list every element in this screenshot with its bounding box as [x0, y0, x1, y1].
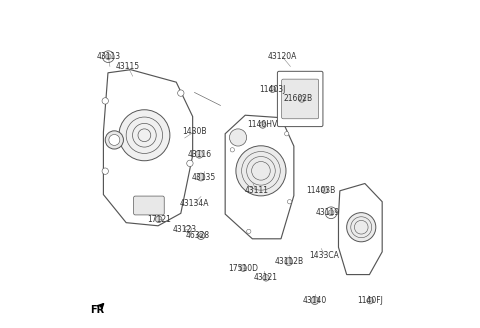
Circle shape [288, 199, 292, 204]
Text: 11403B: 11403B [307, 186, 336, 195]
Circle shape [325, 207, 337, 219]
Text: 1430B: 1430B [182, 127, 207, 136]
Text: 17121: 17121 [147, 215, 170, 224]
Circle shape [299, 96, 305, 102]
Text: 43121: 43121 [254, 273, 278, 282]
Text: 43111: 43111 [244, 186, 268, 195]
Circle shape [199, 234, 203, 237]
Circle shape [105, 131, 123, 149]
Circle shape [328, 210, 334, 216]
Circle shape [197, 173, 205, 181]
Circle shape [102, 98, 108, 104]
Circle shape [102, 51, 114, 63]
Circle shape [240, 265, 247, 271]
Circle shape [321, 187, 328, 193]
Circle shape [119, 110, 170, 161]
PathPatch shape [103, 70, 192, 226]
Text: 46328: 46328 [186, 231, 210, 240]
Text: 17510D: 17510D [228, 264, 258, 273]
Circle shape [109, 134, 120, 145]
Circle shape [260, 122, 266, 128]
FancyBboxPatch shape [282, 79, 319, 119]
Text: 1140FJ: 1140FJ [357, 296, 383, 305]
Circle shape [263, 275, 269, 281]
Circle shape [105, 54, 111, 60]
Text: 1140HV: 1140HV [248, 120, 278, 130]
Text: 43135: 43135 [192, 173, 216, 181]
PathPatch shape [225, 115, 294, 239]
Circle shape [367, 297, 373, 304]
Text: FR: FR [90, 305, 105, 315]
Text: 21602B: 21602B [284, 94, 313, 103]
Circle shape [247, 229, 251, 234]
Circle shape [347, 213, 376, 242]
Text: 43116: 43116 [187, 150, 211, 159]
Text: 43119: 43119 [316, 208, 340, 217]
Circle shape [230, 148, 234, 152]
Text: 43134A: 43134A [180, 198, 209, 208]
PathPatch shape [338, 183, 382, 275]
Text: 43112B: 43112B [274, 257, 303, 266]
Circle shape [236, 146, 286, 196]
FancyBboxPatch shape [277, 71, 323, 127]
Circle shape [185, 226, 191, 232]
Circle shape [311, 297, 319, 304]
Text: 43115: 43115 [116, 62, 140, 71]
Circle shape [102, 168, 108, 174]
Circle shape [285, 258, 293, 265]
Text: 43120A: 43120A [267, 52, 297, 61]
Circle shape [197, 232, 205, 239]
Text: 43123: 43123 [173, 225, 197, 234]
Circle shape [269, 86, 276, 92]
Circle shape [187, 160, 193, 167]
Circle shape [195, 150, 203, 158]
FancyBboxPatch shape [133, 196, 164, 215]
Circle shape [229, 129, 247, 146]
Text: 11403J: 11403J [259, 85, 286, 94]
Text: 43140: 43140 [303, 296, 327, 305]
Text: 1433CA: 1433CA [310, 251, 339, 259]
Circle shape [156, 216, 162, 222]
Circle shape [285, 132, 289, 136]
Circle shape [178, 90, 184, 96]
Text: 43113: 43113 [96, 52, 120, 61]
